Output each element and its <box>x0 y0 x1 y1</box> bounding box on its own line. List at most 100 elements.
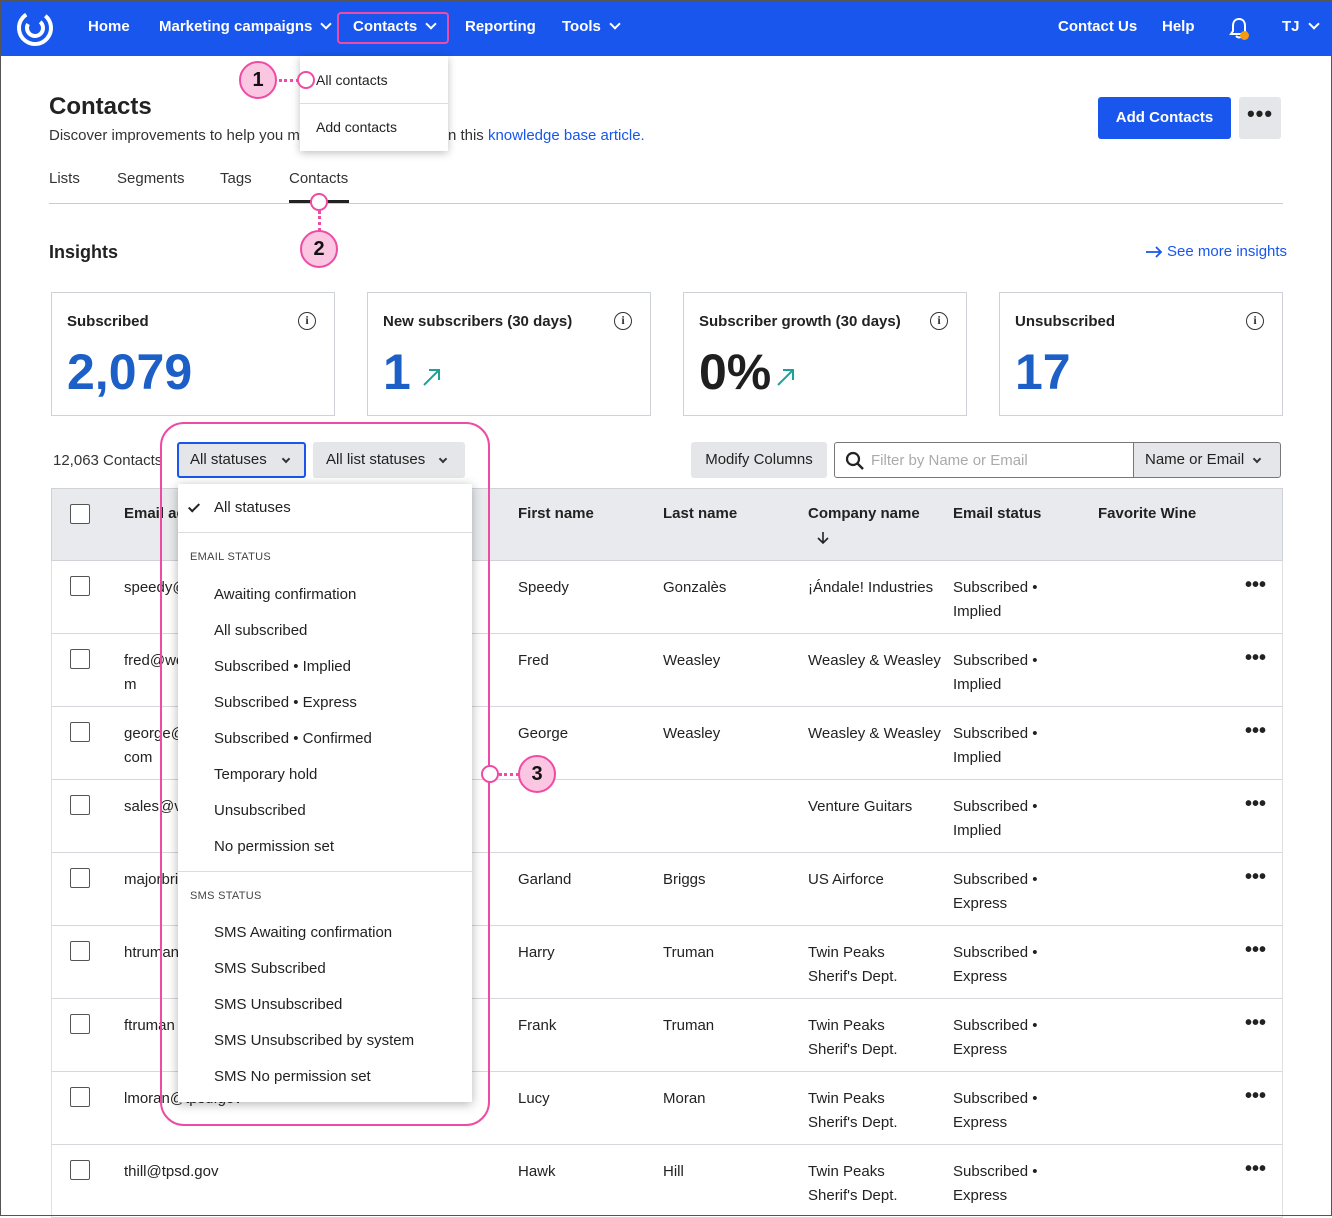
cell-email[interactable]: thill@tpsd.gov <box>124 1160 218 1184</box>
sms-status-option[interactable]: SMS No permission set <box>214 1068 371 1085</box>
sort-down-arrow-icon[interactable] <box>817 531 829 545</box>
nav-home[interactable]: Home <box>88 18 130 35</box>
column-email-status[interactable]: Email status <box>953 505 1042 522</box>
more-actions-button[interactable]: ••• <box>1239 97 1281 139</box>
row-checkbox[interactable] <box>70 868 90 888</box>
column-first-name[interactable]: First name <box>518 505 594 522</box>
contacts-count: 12,063 Contacts <box>53 452 163 469</box>
row-checkbox[interactable] <box>70 795 90 815</box>
callout-2: 2 <box>300 230 338 268</box>
info-icon[interactable]: i <box>1246 312 1264 330</box>
menu-item-all-contacts[interactable]: All contacts <box>316 72 388 88</box>
all-list-statuses-select[interactable]: All list statuses <box>313 442 465 478</box>
status-option[interactable]: No permission set <box>214 838 335 855</box>
cell-email[interactable]: speedy@ <box>124 576 188 600</box>
page-subtitle: Discover improvements to help you m n thi… <box>49 127 645 144</box>
status-option[interactable]: Temporary hold <box>214 766 318 783</box>
tabs-divider <box>49 203 1283 204</box>
add-contacts-button[interactable]: Add Contacts <box>1098 97 1231 139</box>
column-favorite-wine[interactable]: Favorite Wine <box>1098 505 1197 522</box>
status-option-all[interactable]: All statuses <box>214 499 291 516</box>
tab-tags[interactable]: Tags <box>220 170 252 187</box>
knowledge-base-link[interactable]: knowledge base article. <box>487 127 645 144</box>
company-line-2: Sherif's Dept. <box>808 1041 898 1058</box>
search-box <box>834 442 1134 478</box>
menu-divider <box>300 103 448 104</box>
sms-status-option[interactable]: SMS Subscribed <box>214 960 326 977</box>
row-checkbox[interactable] <box>70 1014 90 1034</box>
status-line-1: Subscribed • <box>953 944 1038 961</box>
email-line-2: com <box>124 749 153 766</box>
nav-reporting[interactable]: Reporting <box>465 18 536 35</box>
status-option[interactable]: Subscribed • Confirmed <box>214 730 372 747</box>
status-option[interactable]: Subscribed • Express <box>214 694 357 711</box>
nav-marketing-campaigns[interactable]: Marketing campaigns <box>159 18 333 35</box>
email-line-1: ftruman <box>124 1017 175 1034</box>
all-statuses-select[interactable]: All statuses <box>177 442 306 478</box>
info-icon[interactable]: i <box>298 312 316 330</box>
cell-email[interactable]: majorbri <box>124 868 178 892</box>
info-icon[interactable]: i <box>930 312 948 330</box>
row-actions-button[interactable]: ••• <box>1245 939 1267 961</box>
nav-tools[interactable]: Tools <box>562 18 621 35</box>
row-checkbox[interactable] <box>70 1160 90 1180</box>
row-checkbox[interactable] <box>70 722 90 742</box>
cell-email-status: Subscribed • Express <box>953 1160 1037 1208</box>
row-actions-button[interactable]: ••• <box>1245 793 1267 815</box>
status-option[interactable]: Subscribed • Implied <box>214 658 351 675</box>
status-option[interactable]: All subscribed <box>214 622 308 639</box>
column-company-name[interactable]: Company name <box>808 505 920 522</box>
status-option[interactable]: Awaiting confirmation <box>214 586 357 603</box>
row-actions-button[interactable]: ••• <box>1245 574 1267 596</box>
row-checkbox[interactable] <box>70 941 90 961</box>
nav-contacts[interactable]: Contacts <box>353 18 437 35</box>
sms-status-option[interactable]: SMS Awaiting confirmation <box>214 924 393 941</box>
callout-1-connector <box>279 79 299 82</box>
cell-email[interactable]: ftruman <box>124 1014 175 1038</box>
info-icon[interactable]: i <box>614 312 632 330</box>
tab-segments[interactable]: Segments <box>117 170 185 187</box>
constant-contact-logo-icon[interactable] <box>16 9 54 47</box>
row-actions-button[interactable]: ••• <box>1245 720 1267 742</box>
column-last-name[interactable]: Last name <box>663 505 738 522</box>
cell-email[interactable]: htruman <box>124 941 179 965</box>
cell-company: Twin Peaks Sherif's Dept. <box>808 941 898 989</box>
status-line-1: Subscribed • <box>953 725 1038 742</box>
nav-help[interactable]: Help <box>1162 18 1195 35</box>
nav-contact-us[interactable]: Contact Us <box>1058 18 1138 35</box>
cell-email[interactable]: sales@v <box>124 795 182 819</box>
checkmark-icon <box>187 500 201 513</box>
tab-contacts[interactable]: Contacts <box>289 170 349 187</box>
row-actions-button[interactable]: ••• <box>1245 1158 1267 1180</box>
row-checkbox[interactable] <box>70 649 90 669</box>
table-row: ftruman Frank Truman Twin Peaks Sherif's Dep… <box>51 999 1283 1072</box>
row-actions-button[interactable]: ••• <box>1245 1085 1267 1107</box>
menu-item-add-contacts[interactable]: Add contacts <box>316 119 397 135</box>
select-all-checkbox[interactable] <box>70 504 90 524</box>
table-row: speedy@ Speedy Gonzalès ¡Ándale! Industries… <box>51 561 1283 634</box>
table-row: majorbri Garland Briggs US Airforce Subscrib… <box>51 853 1283 926</box>
sms-status-option[interactable]: SMS Unsubscribed by system <box>214 1032 415 1049</box>
row-checkbox[interactable] <box>70 1087 90 1107</box>
row-checkbox[interactable] <box>70 576 90 596</box>
status-line-2: Implied <box>953 822 1002 839</box>
column-email[interactable]: Email ad <box>124 505 186 522</box>
row-actions-button[interactable]: ••• <box>1245 1012 1267 1034</box>
cell-email-status: Subscribed • Express <box>953 1014 1037 1062</box>
row-actions-button[interactable]: ••• <box>1245 866 1267 888</box>
cell-email[interactable]: fred@we m <box>124 649 184 697</box>
search-input[interactable] <box>871 449 1121 471</box>
contacts-highlight-box <box>337 12 449 44</box>
modify-columns-button[interactable]: Modify Columns <box>691 442 827 478</box>
sms-status-option[interactable]: SMS Unsubscribed <box>214 996 343 1013</box>
contacts-nav-menu: All contacts Add contacts <box>300 56 448 151</box>
row-actions-button[interactable]: ••• <box>1245 647 1267 669</box>
see-more-insights-link[interactable]: See more insights <box>1145 243 1287 260</box>
cell-first-name: Harry <box>518 944 555 961</box>
user-menu[interactable]: TJ <box>1282 18 1320 35</box>
search-type-select[interactable]: Name or Email <box>1133 442 1281 478</box>
status-option[interactable]: Unsubscribed <box>214 802 306 819</box>
cell-email[interactable]: george@ com <box>124 722 186 770</box>
company-line-1: Venture Guitars <box>808 798 913 815</box>
tab-lists[interactable]: Lists <box>49 170 80 187</box>
